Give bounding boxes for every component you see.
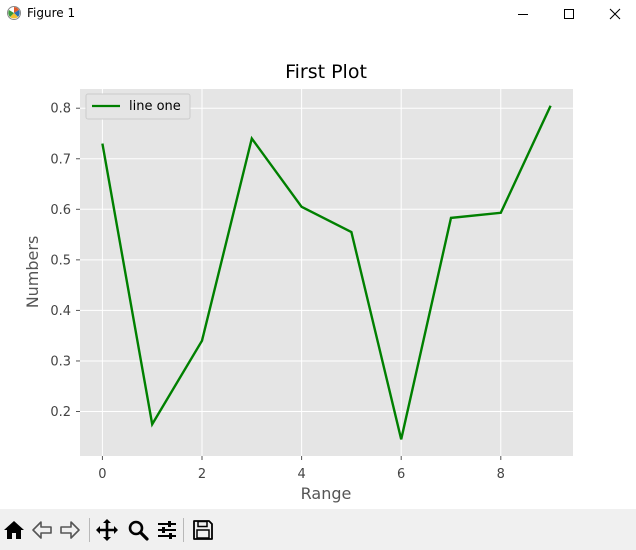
home-icon (4, 521, 24, 539)
x-axis-label: Range (301, 484, 352, 503)
legend-box (85, 93, 191, 120)
line-chart: 0 2 4 6 8 0.2 0.3 0.4 0.5 0.6 0.7 0.8 First Plot Ra… (23, 61, 573, 503)
maximize-icon (564, 9, 574, 19)
toolbar-separator (183, 518, 184, 542)
navigation-toolbar (0, 509, 636, 550)
legend-label: line one (129, 99, 181, 114)
save-icon (193, 520, 213, 540)
tick-labels: 0 2 4 6 8 0.2 0.3 0.4 0.5 0.6 0.7 0.8 (50, 102, 505, 482)
save-button[interactable] (190, 517, 216, 543)
pan-button[interactable] (94, 517, 120, 543)
forward-button[interactable] (57, 517, 83, 543)
x-tick-label: 8 (497, 467, 505, 482)
figure-canvas[interactable]: 0 2 4 6 8 0.2 0.3 0.4 0.5 0.6 0.7 0.8 First Plot Ra… (0, 28, 636, 509)
y-tick-label: 0.2 (50, 405, 71, 420)
maximize-button[interactable] (546, 0, 592, 28)
toolbar-separator (89, 518, 90, 542)
title-bar: Figure 1 (0, 0, 636, 28)
x-tick-label: 6 (397, 467, 405, 482)
configure-subplots-icon (158, 521, 176, 539)
x-tick-label: 2 (198, 467, 206, 482)
back-arrow-icon (32, 521, 52, 539)
configure-subplots-button[interactable] (154, 517, 180, 543)
x-tick-label: 0 (98, 467, 106, 482)
y-tick-label: 0.5 (50, 253, 71, 268)
x-tick-label: 4 (297, 467, 305, 482)
zoom-icon (128, 520, 149, 541)
forward-arrow-icon (60, 521, 80, 539)
series-line (101, 105, 552, 440)
plot-area (80, 89, 573, 456)
close-icon (609, 8, 621, 20)
y-axis-label: Numbers (23, 236, 42, 309)
chart-title: First Plot (285, 61, 367, 83)
zoom-button[interactable] (125, 517, 151, 543)
back-button[interactable] (29, 517, 55, 543)
matplotlib-icon (7, 6, 21, 20)
minimize-icon (518, 14, 528, 15)
y-tick-label: 0.3 (50, 354, 71, 369)
close-button[interactable] (592, 0, 636, 28)
y-tick-label: 0.8 (50, 102, 71, 117)
minimize-button[interactable] (500, 0, 546, 28)
window-title: Figure 1 (27, 6, 76, 20)
legend: line one (85, 93, 191, 120)
home-button[interactable] (1, 517, 27, 543)
series-group (101, 105, 552, 440)
y-tick-label: 0.7 (50, 152, 71, 167)
y-tick-label: 0.4 (50, 304, 71, 319)
pan-icon (96, 519, 118, 541)
y-tick-label: 0.6 (50, 203, 71, 218)
